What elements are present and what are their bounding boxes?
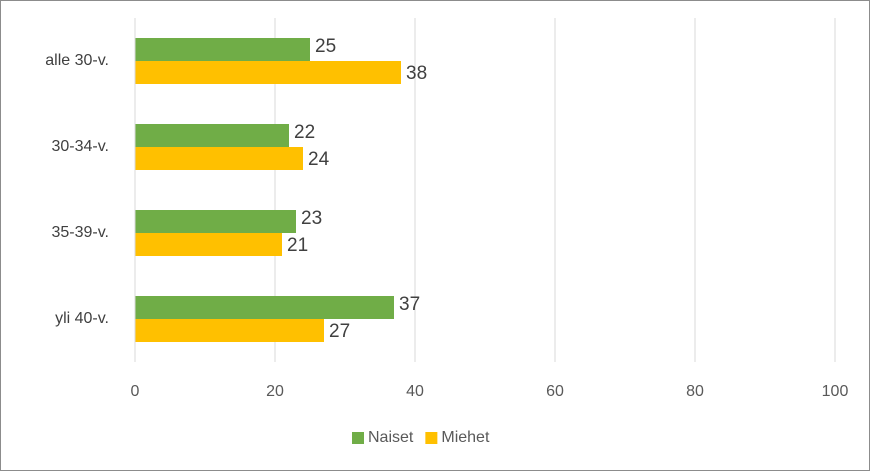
bar <box>135 296 394 319</box>
x-tick-label: 100 <box>822 383 849 400</box>
legend-swatch <box>352 432 364 444</box>
bar <box>135 124 289 147</box>
x-tick-label: 0 <box>131 383 140 400</box>
bar <box>135 233 282 256</box>
data-label: 38 <box>406 63 427 84</box>
bar <box>135 61 401 84</box>
data-label: 21 <box>287 235 308 256</box>
y-tick-label: 30-34-v. <box>51 138 109 155</box>
x-tick-label: 40 <box>406 383 424 400</box>
data-label: 27 <box>329 321 350 342</box>
legend-swatch <box>425 432 438 444</box>
bar <box>135 319 324 342</box>
x-tick-label: 20 <box>266 383 284 400</box>
legend-label: Miehet <box>441 429 490 446</box>
data-label: 37 <box>399 294 420 315</box>
x-tick-label: 60 <box>546 383 564 400</box>
y-tick-label: yli 40-v. <box>55 310 109 327</box>
data-label: 25 <box>315 36 336 57</box>
data-label: 22 <box>294 122 315 143</box>
y-tick-label: alle 30-v. <box>45 52 109 69</box>
x-tick-label: 80 <box>686 383 704 400</box>
y-tick-label: 35-39-v. <box>51 224 109 241</box>
legend-label: Naiset <box>368 429 414 446</box>
data-label: 23 <box>301 208 322 229</box>
bar <box>135 147 303 170</box>
data-label: 24 <box>308 149 330 170</box>
bar <box>135 38 310 61</box>
bar <box>135 210 296 233</box>
